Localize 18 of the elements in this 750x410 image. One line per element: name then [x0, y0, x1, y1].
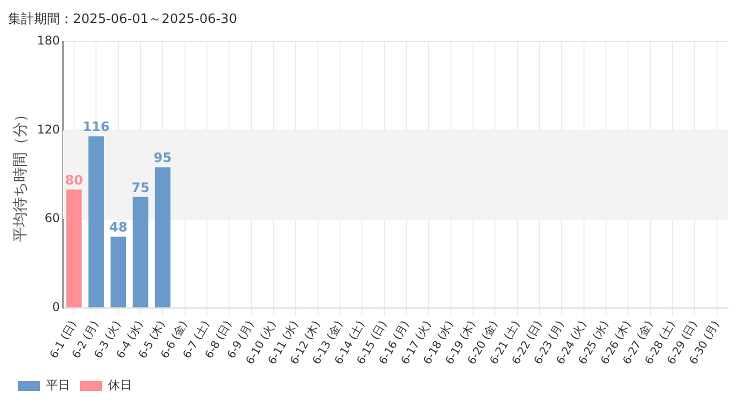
y-tick-label: 120	[37, 122, 60, 136]
data-label: 116	[82, 120, 110, 136]
chart-title: 集計期間：2025-06-01～2025-06-30	[8, 12, 238, 28]
y-axis-title: 平均待ち時間（分）	[10, 107, 29, 242]
legend-label: 平日	[46, 378, 70, 392]
y-tick-label: 0	[52, 300, 60, 314]
legend-label: 休日	[108, 378, 132, 392]
y-tick-label: 180	[37, 34, 60, 48]
bar	[88, 136, 104, 308]
data-label: 95	[154, 151, 172, 166]
bar	[132, 196, 148, 308]
data-label: 48	[109, 220, 128, 236]
bar	[66, 189, 82, 308]
y-tick-label: 60	[44, 211, 60, 226]
data-label: 75	[131, 180, 150, 196]
bar	[110, 236, 126, 308]
data-label: 80	[64, 173, 84, 188]
bar	[154, 167, 170, 308]
